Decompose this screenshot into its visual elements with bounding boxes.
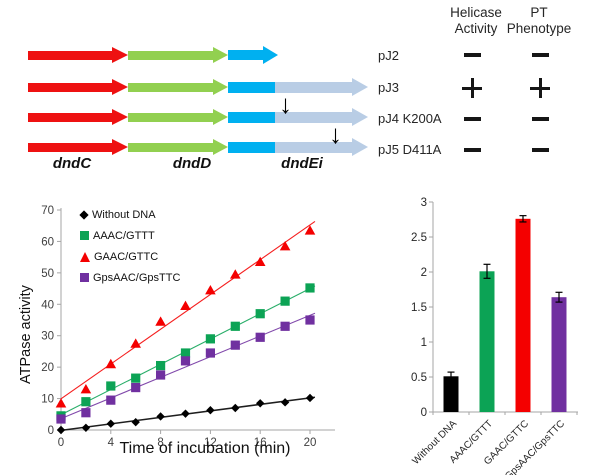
svg-text:40: 40 — [41, 299, 54, 311]
svg-text:60: 60 — [41, 236, 54, 248]
dndD-arrow-head — [213, 47, 228, 63]
dndD-arrow-head — [213, 79, 228, 95]
svg-text:3: 3 — [421, 197, 427, 209]
dndE-blue-segment — [228, 141, 275, 153]
svg-text:0: 0 — [48, 425, 54, 437]
row-label-pj3: pJ3 — [378, 80, 399, 95]
line-chart-plot: 0 10 20 30 40 50 60 70 0 4 8 12 16 20 — [41, 205, 335, 449]
dndC-arrow-head — [112, 46, 128, 63]
dndD-arrow-head — [213, 139, 228, 155]
svg-text:1: 1 — [421, 337, 427, 349]
dndE-short-arrow-head — [263, 46, 278, 64]
svg-text:0: 0 — [58, 437, 64, 449]
svg-text:10: 10 — [41, 394, 54, 406]
legend-diamond-marker — [79, 209, 89, 220]
svg-text:12: 12 — [204, 437, 217, 449]
dndE-short-arrow-body — [228, 50, 263, 60]
helicase-symbol — [460, 107, 484, 131]
dndEi-extension-body — [275, 111, 352, 123]
atpase-line-chart: 0 10 20 30 40 50 60 70 0 4 8 12 16 20 ATPase activity… — [10, 195, 375, 475]
svg-text:2.5: 2.5 — [411, 232, 427, 244]
legend-label: GAAC/GTTC — [94, 250, 159, 263]
dndEi-extension-head — [352, 77, 368, 96]
row-label-pj5: pJ5 D411A — [378, 142, 442, 157]
column-header-pt-phenotype: PT Phenotype — [506, 5, 572, 36]
mutation-down-arrow-icon: ↓ — [329, 119, 342, 149]
legend-item: AAAC/GTTT — [80, 229, 180, 242]
svg-text:0: 0 — [421, 407, 427, 419]
dndD-arrow-body — [128, 112, 213, 122]
svg-text:50: 50 — [41, 268, 54, 280]
legend-square-marker — [80, 273, 89, 282]
legend-item: GpsAAC/GpsTTC — [80, 271, 180, 284]
dndEi-extension-head — [352, 107, 368, 126]
dndE-blue-segment — [228, 81, 275, 93]
legend-label: GpsAAC/GpsTTC — [93, 271, 181, 284]
dndC-arrow-body — [28, 112, 112, 122]
dndD-arrow-body — [128, 50, 213, 60]
svg-text:70: 70 — [41, 205, 54, 217]
x-axis-title: Time of incubation (min) — [119, 440, 291, 457]
gene-label-dndEi: dndEi — [281, 155, 323, 172]
svg-text:2: 2 — [421, 267, 427, 279]
pt-symbol — [528, 138, 552, 162]
pt-symbol — [528, 76, 552, 100]
pt-symbol — [528, 43, 552, 67]
legend-square-marker — [80, 231, 89, 240]
dndD-arrow-head — [213, 109, 228, 125]
legend-item: GAAC/GTTC — [80, 250, 180, 263]
gene-label-dndC: dndC — [52, 155, 92, 172]
helicase-symbol — [460, 43, 484, 67]
svg-text:20: 20 — [304, 437, 317, 449]
pt-symbol — [528, 107, 552, 131]
svg-text:30: 30 — [41, 331, 54, 343]
helicase-symbol — [460, 76, 484, 100]
svg-text:16: 16 — [254, 437, 267, 449]
svg-text:GpsAAC/GpsTTC: GpsAAC/GpsTTC — [503, 418, 567, 475]
dndEi-extension-body — [275, 81, 352, 93]
row-label-pj2: pJ2 — [378, 48, 399, 63]
dndD-arrow-body — [128, 142, 213, 152]
dndC-arrow-head — [112, 138, 128, 155]
dndEi-extension-head — [352, 137, 368, 156]
dndC-arrow-head — [112, 78, 128, 95]
y-axis-title: ATPase activity — [18, 285, 34, 385]
svg-text:20: 20 — [41, 362, 54, 374]
dndC-arrow-body — [28, 50, 112, 60]
dndE-blue-segment — [228, 111, 275, 123]
dndEi-extension-body — [275, 141, 352, 153]
svg-text:1.5: 1.5 — [411, 302, 427, 314]
column-header-helicase-activity: Helicase Activity — [450, 5, 502, 36]
legend-item: Without DNA — [79, 208, 180, 221]
legend-label: AAAC/GTTT — [93, 229, 155, 242]
legend-triangle-marker — [80, 251, 90, 262]
row-label-pj4: pJ4 K200A — [378, 111, 442, 126]
chart-legend: Without DNA AAAC/GTTT GAAC/GTTC GpsAAC/GpsT… — [79, 208, 180, 292]
svg-text:0.5: 0.5 — [411, 372, 427, 384]
legend-label: Without DNA — [92, 208, 156, 221]
dndC-arrow-body — [28, 82, 112, 92]
dndC-arrow-head — [112, 108, 128, 125]
gene-label-dndD: dndD — [172, 155, 212, 172]
svg-text:4: 4 — [108, 437, 115, 449]
svg-text:8: 8 — [157, 437, 163, 449]
dndC-arrow-body — [28, 142, 112, 152]
mutation-down-arrow-icon: ↓ — [279, 89, 292, 119]
helicase-symbol — [460, 138, 484, 162]
atpase-bar-chart: 0 0.5 1 1.5 2 2.5 3 Without DNA AAAC/GTTT GAAC/GT… — [390, 195, 600, 475]
dndD-arrow-body — [128, 82, 213, 92]
